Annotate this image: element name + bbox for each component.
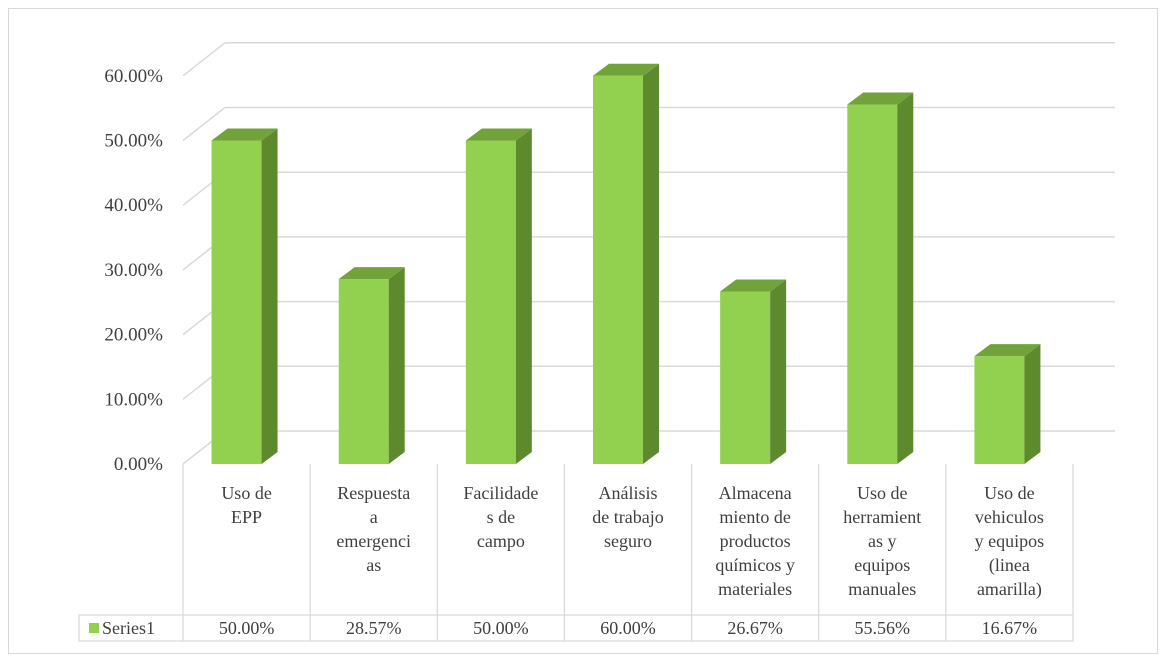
y-tick-label: 30.00%	[104, 260, 163, 281]
gridline-depth	[182, 42, 226, 77]
data-table-value: 50.00%	[473, 618, 529, 638]
bar	[974, 344, 1041, 464]
bar-front	[593, 75, 643, 465]
y-tick-label: 60.00%	[104, 66, 163, 87]
x-category-label: Respuesta a emergenci as	[336, 483, 411, 575]
bar-front	[465, 140, 516, 464]
data-table-value: 28.57%	[346, 618, 402, 638]
data-table-value: 60.00%	[600, 618, 656, 638]
data-table-value: 55.56%	[855, 618, 911, 638]
bar-side	[897, 92, 914, 465]
y-tick-label: 10.00%	[104, 389, 163, 410]
bar	[847, 92, 914, 465]
bar-side	[261, 128, 278, 464]
data-table-value: 16.67%	[982, 618, 1038, 638]
data-table-value: 50.00%	[219, 618, 275, 638]
bar-front	[720, 291, 771, 464]
gridline-depth	[182, 106, 226, 142]
y-tick-label: 40.00%	[104, 195, 163, 216]
bar	[211, 128, 278, 464]
bar-side	[643, 63, 659, 465]
legend-key	[89, 623, 99, 633]
x-category-label: Análisis de trabajo seguro	[592, 483, 663, 551]
bar-side	[770, 279, 787, 464]
x-category-label: Uso de EPP	[221, 483, 272, 527]
bar-top	[847, 92, 914, 105]
bar-top	[465, 128, 532, 141]
bar-front	[211, 140, 262, 464]
data-table-value: 26.67%	[727, 618, 783, 638]
bar-front	[847, 104, 898, 465]
y-tick-label: 50.00%	[104, 131, 163, 152]
y-tick-label: 20.00%	[104, 325, 163, 346]
bar-side	[515, 128, 532, 464]
y-tick-label: 0.00%	[114, 454, 163, 475]
x-category-label: Almacena miento de productos químicos y mate…	[715, 483, 795, 599]
x-category-label: Uso de vehiculos y equipos (linea amarilla)	[975, 483, 1045, 600]
bar	[593, 63, 659, 465]
bar	[720, 279, 787, 464]
x-category-label: Uso de herramient as y equipos manuales	[843, 483, 921, 599]
bar-top	[974, 344, 1041, 357]
bar-front	[974, 356, 1025, 464]
bar-top	[211, 128, 278, 141]
bar-side	[388, 267, 405, 464]
bar-top	[593, 63, 659, 76]
chart-frame: 0.00% 10.00% 20.00% 30.00% 40.00% 50.00% 60.00…	[8, 8, 1158, 654]
bar-front	[338, 279, 389, 464]
bar-side	[1024, 344, 1041, 464]
bar-top	[338, 267, 405, 280]
x-category-label: Facilidade s de campo	[463, 483, 538, 551]
bar	[338, 267, 405, 464]
bar-chart: 0.00% 10.00% 20.00% 30.00% 40.00% 50.00% 60.00…	[78, 42, 1115, 642]
bar-top	[720, 279, 787, 292]
bar	[465, 128, 532, 464]
series-name: Series1	[102, 618, 155, 638]
